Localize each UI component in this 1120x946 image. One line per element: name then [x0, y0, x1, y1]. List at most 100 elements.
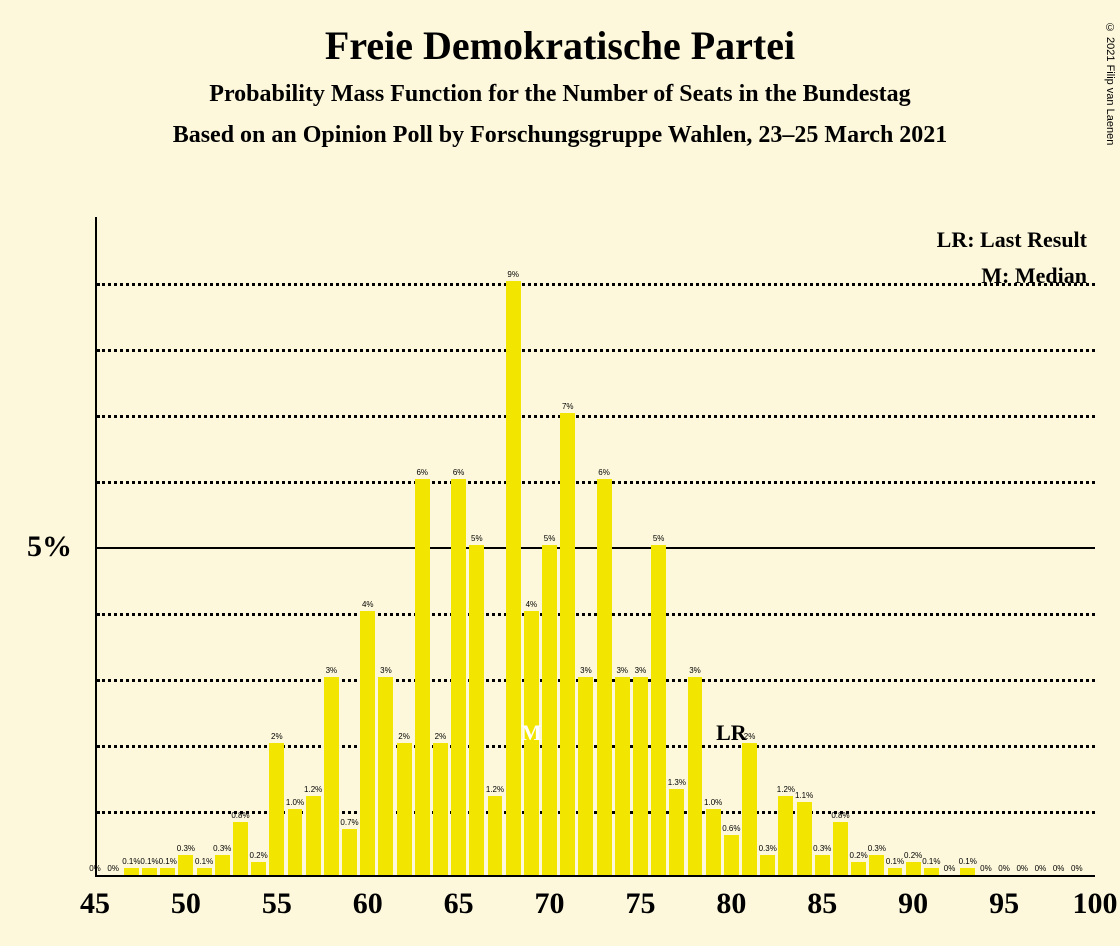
bar: [415, 479, 430, 875]
bar: [142, 868, 157, 875]
chart-container: 45505560657075808590951000%0%0.1%0.1%0.1…: [95, 217, 1095, 877]
x-axis-tick-label: 75: [625, 887, 655, 921]
bar-value-label: 4%: [362, 600, 374, 609]
bar-value-label: 3%: [326, 666, 338, 675]
bar-value-label: 0.1%: [122, 857, 140, 866]
bar-value-label: 3%: [616, 666, 628, 675]
gridline: [97, 349, 1095, 352]
bar-value-label: 0.2%: [250, 851, 268, 860]
bar-value-label: 9%: [507, 270, 519, 279]
bar: [633, 677, 648, 875]
bar-value-label: 0%: [1071, 864, 1083, 873]
bar-value-label: 0.1%: [886, 857, 904, 866]
chart-subtitle-2: Based on an Opinion Poll by Forschungsgr…: [0, 122, 1120, 149]
bar: [124, 868, 139, 875]
y-axis: [95, 217, 97, 877]
bar: [342, 829, 357, 875]
x-axis-tick-label: 70: [535, 887, 565, 921]
median-marker: M: [521, 720, 542, 746]
bar-value-label: 2%: [435, 732, 447, 741]
last-result-marker: LR: [716, 720, 747, 746]
bar: [269, 743, 284, 875]
bar-value-label: 0%: [944, 864, 956, 873]
bar-value-label: 0.1%: [195, 857, 213, 866]
bar: [669, 789, 684, 875]
bar-value-label: 6%: [453, 468, 465, 477]
bar-value-label: 0%: [1016, 864, 1028, 873]
bar-value-label: 0.1%: [159, 857, 177, 866]
bar-value-label: 0.2%: [850, 851, 868, 860]
bar-value-label: 1.1%: [795, 791, 813, 800]
bar: [233, 822, 248, 875]
bar: [560, 413, 575, 875]
copyright-text: © 2021 Filip van Laenen: [1104, 22, 1116, 145]
x-axis-tick-label: 60: [353, 887, 383, 921]
bar-value-label: 0.8%: [831, 811, 849, 820]
bar: [888, 868, 903, 875]
bar-value-label: 6%: [416, 468, 428, 477]
bar: [851, 862, 866, 875]
bar-value-label: 0.1%: [140, 857, 158, 866]
x-axis-tick-label: 55: [262, 887, 292, 921]
x-axis-tick-label: 65: [444, 887, 474, 921]
bar-value-label: 1.3%: [668, 778, 686, 787]
bar: [815, 855, 830, 875]
bar-value-label: 3%: [580, 666, 592, 675]
bar-value-label: 3%: [380, 666, 392, 675]
bar-value-label: 2%: [398, 732, 410, 741]
bar-value-label: 1.2%: [304, 785, 322, 794]
bar-value-label: 0%: [107, 864, 119, 873]
bar-value-label: 1.0%: [286, 798, 304, 807]
x-axis: [95, 875, 1095, 877]
bar: [778, 796, 793, 875]
bar: [306, 796, 321, 875]
bar-value-label: 4%: [526, 600, 538, 609]
bar-value-label: 0.3%: [177, 844, 195, 853]
bar: [833, 822, 848, 875]
bar: [378, 677, 393, 875]
bar-value-label: 0%: [998, 864, 1010, 873]
bar-value-label: 0.3%: [213, 844, 231, 853]
bar: [215, 855, 230, 875]
bar-value-label: 0.8%: [231, 811, 249, 820]
bar-value-label: 1.2%: [777, 785, 795, 794]
bar-value-label: 0.3%: [868, 844, 886, 853]
bar: [760, 855, 775, 875]
bar: [397, 743, 412, 875]
gridline: [97, 283, 1095, 286]
bar-value-label: 7%: [562, 402, 574, 411]
x-axis-tick-label: 90: [898, 887, 928, 921]
bar: [288, 809, 303, 875]
x-axis-tick-label: 100: [1073, 887, 1118, 921]
bar-value-label: 6%: [598, 468, 610, 477]
bar-value-label: 0.6%: [722, 824, 740, 833]
x-axis-tick-label: 50: [171, 887, 201, 921]
bar-value-label: 0%: [1035, 864, 1047, 873]
bar: [197, 868, 212, 875]
bar-value-label: 3%: [635, 666, 647, 675]
bar: [706, 809, 721, 875]
bar: [506, 281, 521, 875]
bar-value-label: 0.1%: [922, 857, 940, 866]
legend-median: M: Median: [981, 263, 1087, 289]
bar: [542, 545, 557, 875]
bar: [251, 862, 266, 875]
bar-value-label: 0.2%: [904, 851, 922, 860]
bar-value-label: 0%: [980, 864, 992, 873]
bar-value-label: 0.3%: [813, 844, 831, 853]
bar: [688, 677, 703, 875]
bar: [160, 868, 175, 875]
bar: [469, 545, 484, 875]
bar-value-label: 0%: [89, 864, 101, 873]
x-axis-tick-label: 95: [989, 887, 1019, 921]
bar-value-label: 5%: [544, 534, 556, 543]
bar: [924, 868, 939, 875]
bar-value-label: 0.3%: [759, 844, 777, 853]
bar: [597, 479, 612, 875]
x-axis-tick-label: 85: [807, 887, 837, 921]
plot-area: 45505560657075808590951000%0%0.1%0.1%0.1…: [95, 217, 1095, 877]
bar: [324, 677, 339, 875]
bar: [906, 862, 921, 875]
bar-value-label: 1.2%: [486, 785, 504, 794]
bar-value-label: 0%: [1053, 864, 1065, 873]
